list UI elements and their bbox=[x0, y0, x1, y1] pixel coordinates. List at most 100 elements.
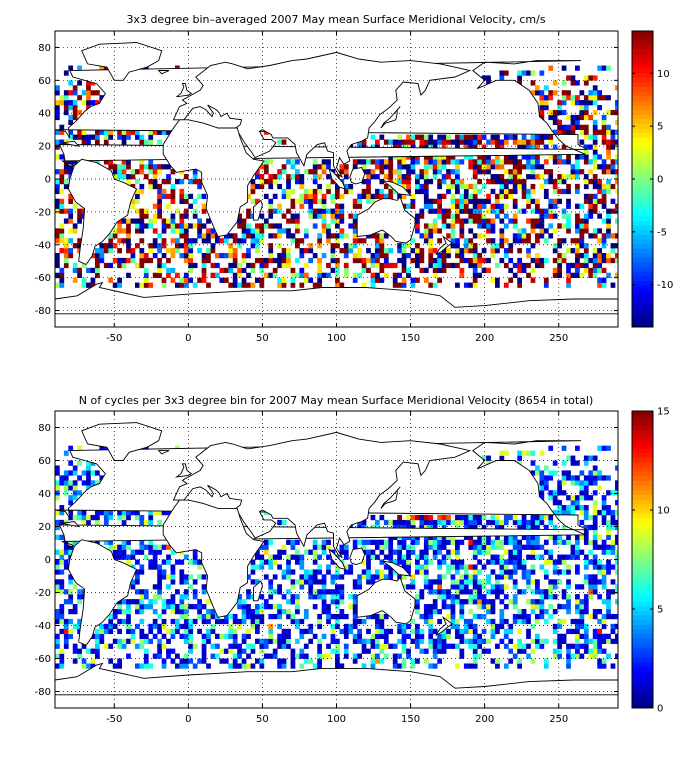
bin-cell bbox=[575, 633, 580, 639]
bin-cell bbox=[517, 648, 522, 654]
bin-cell bbox=[543, 95, 549, 101]
bin-cell bbox=[579, 480, 585, 486]
bin-cell bbox=[175, 604, 180, 610]
bin-cell bbox=[526, 628, 531, 635]
bin-cell bbox=[423, 228, 429, 234]
bin-cell bbox=[521, 144, 527, 150]
bin-cell bbox=[201, 584, 207, 590]
bin-cell bbox=[499, 183, 505, 190]
bin-cell bbox=[552, 114, 558, 121]
bin-cell bbox=[495, 193, 500, 200]
bin-cell bbox=[237, 267, 242, 274]
bin-cell bbox=[561, 65, 567, 71]
bin-cell bbox=[415, 253, 420, 259]
bin-cell bbox=[295, 213, 300, 219]
bin-cell bbox=[286, 638, 291, 644]
bin-cell bbox=[206, 282, 211, 288]
bin-cell bbox=[535, 159, 540, 165]
bin-cell bbox=[192, 663, 198, 669]
bin-cell bbox=[401, 277, 407, 283]
bin-cell bbox=[592, 564, 598, 570]
bin-cell bbox=[517, 262, 522, 269]
bin-cell bbox=[592, 272, 598, 278]
bin-cell bbox=[286, 643, 291, 649]
bin-cell bbox=[588, 208, 594, 214]
bin-cell bbox=[575, 243, 580, 249]
bin-cell bbox=[375, 248, 380, 254]
bin-cell bbox=[255, 613, 260, 620]
bin-cell bbox=[192, 579, 198, 585]
continent bbox=[253, 580, 263, 602]
bin-cell bbox=[121, 549, 127, 555]
bin-cell bbox=[55, 495, 60, 501]
bin-cell bbox=[143, 658, 149, 664]
bin-cell bbox=[321, 164, 327, 170]
bin-cell bbox=[575, 257, 580, 264]
bin-cell bbox=[148, 134, 154, 140]
bin-cell bbox=[335, 643, 340, 649]
bin-cell bbox=[175, 653, 180, 659]
bin-cell bbox=[112, 282, 118, 288]
colorbar-step bbox=[632, 63, 653, 69]
bin-cell bbox=[495, 139, 500, 145]
bin-cell bbox=[290, 203, 296, 209]
bin-cell bbox=[455, 169, 460, 175]
bin-cell bbox=[548, 589, 554, 595]
bin-cell bbox=[432, 174, 438, 180]
y-tick-label: -60 bbox=[35, 654, 51, 665]
bin-cell bbox=[579, 633, 585, 639]
bin-cell bbox=[108, 233, 114, 239]
bin-cell bbox=[63, 564, 69, 570]
bin-cell bbox=[179, 633, 185, 639]
bin-cell bbox=[130, 257, 136, 264]
bin-cell bbox=[135, 569, 140, 575]
bin-cell bbox=[188, 574, 194, 580]
bin-cell bbox=[370, 169, 376, 175]
bin-cell bbox=[86, 465, 91, 471]
bin-cell bbox=[508, 658, 514, 664]
bin-cell bbox=[330, 198, 336, 204]
bin-cell bbox=[410, 154, 416, 160]
bin-cell bbox=[481, 159, 487, 165]
bin-cell bbox=[157, 574, 162, 580]
bin-cell bbox=[446, 213, 451, 219]
bin-cell bbox=[472, 589, 478, 595]
bin-cell bbox=[570, 129, 576, 135]
bin-cell bbox=[588, 114, 594, 121]
colorbar-step bbox=[632, 285, 653, 291]
bin-cell bbox=[503, 618, 509, 625]
bin-cell bbox=[548, 134, 554, 140]
bin-cell bbox=[566, 223, 571, 229]
bin-cell bbox=[246, 574, 251, 580]
bin-cell bbox=[503, 282, 509, 288]
bin-cell bbox=[250, 643, 256, 649]
bin-cell bbox=[526, 579, 531, 585]
bin-cell bbox=[477, 223, 482, 229]
bin-cell bbox=[446, 233, 451, 239]
bin-cell bbox=[206, 238, 211, 244]
bin-cell bbox=[290, 277, 296, 283]
bin-cell bbox=[468, 539, 474, 545]
bin-cell bbox=[375, 653, 380, 659]
bin-cell bbox=[317, 613, 322, 620]
bin-cell bbox=[597, 105, 602, 111]
bin-cell bbox=[446, 134, 451, 140]
bin-cell bbox=[477, 164, 482, 170]
bin-cell bbox=[397, 179, 402, 185]
colorbar-step bbox=[632, 197, 653, 203]
bin-cell bbox=[259, 638, 265, 644]
bin-cell bbox=[410, 144, 416, 150]
bin-cell bbox=[383, 519, 389, 526]
bin-cell bbox=[126, 238, 131, 244]
bin-cell bbox=[370, 579, 376, 585]
bin-cell bbox=[597, 510, 602, 516]
bin-cell bbox=[286, 599, 291, 605]
bin-cell bbox=[277, 554, 282, 560]
bin-cell bbox=[592, 208, 598, 214]
bin-cell bbox=[468, 164, 474, 170]
bin-cell bbox=[450, 623, 456, 630]
bin-cell bbox=[330, 579, 336, 585]
bin-cell bbox=[263, 643, 269, 649]
bin-cell bbox=[606, 149, 611, 155]
bin-cell bbox=[277, 609, 282, 615]
